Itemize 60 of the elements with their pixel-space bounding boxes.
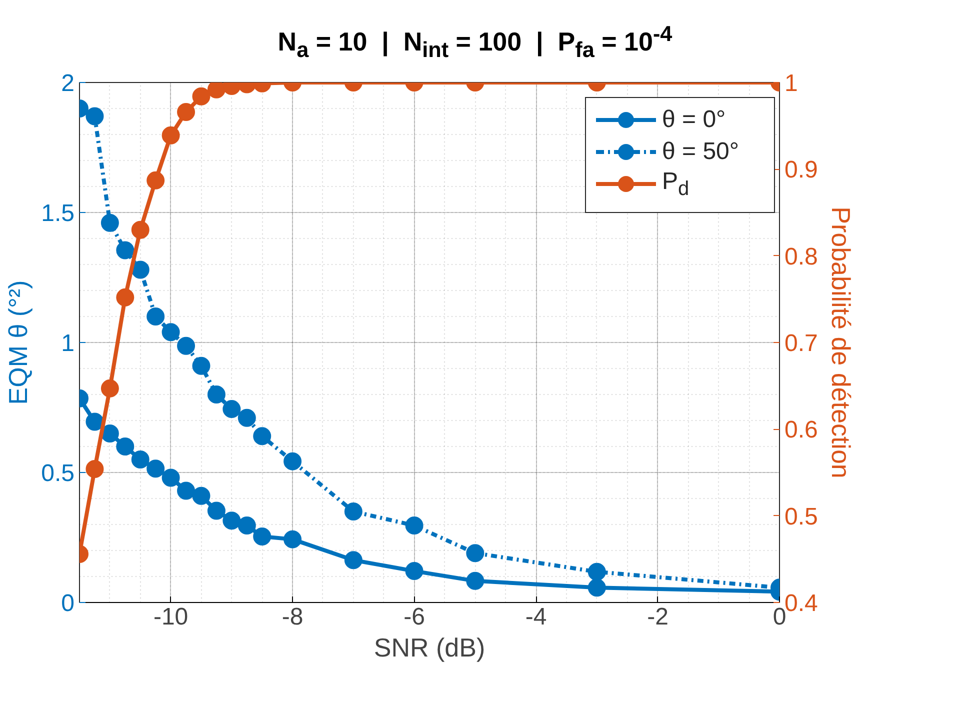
- x-tick-label: -6: [404, 604, 425, 630]
- y2-tick-label: 0.8: [784, 243, 818, 270]
- legend-label: θ = 50°: [662, 136, 739, 167]
- y2-tick-label: 1: [784, 70, 798, 97]
- y-tick-label: 1.5: [41, 200, 75, 227]
- point: [238, 516, 256, 535]
- point: [253, 427, 272, 446]
- point: [222, 400, 241, 418]
- y2-tick-label: 0.6: [784, 416, 818, 444]
- x-tick-label: 0: [772, 604, 786, 630]
- point: [146, 308, 165, 326]
- y2-tick-label: 0.5: [784, 503, 818, 530]
- point: [131, 260, 150, 279]
- point: [131, 450, 150, 468]
- point: [284, 452, 302, 470]
- point: [344, 551, 362, 570]
- point: [207, 502, 226, 520]
- point: [405, 516, 424, 535]
- point: [222, 512, 241, 530]
- point: [344, 502, 362, 520]
- y2-tick-label: 0.7: [784, 330, 818, 357]
- point: [192, 356, 210, 375]
- point: [405, 562, 424, 580]
- point: [284, 530, 302, 548]
- point: [466, 572, 484, 590]
- x-tick-label: -8: [282, 604, 304, 630]
- point: [177, 482, 196, 500]
- point: [253, 527, 272, 546]
- point: [177, 336, 196, 355]
- point: [192, 486, 210, 505]
- point: [466, 544, 484, 562]
- y-tick-label: 1: [61, 330, 75, 357]
- y-tick-label: 0.5: [41, 460, 75, 487]
- y2-tick-label: 0.9: [784, 156, 818, 184]
- y2-axis-title: Probabilité de détection: [826, 206, 856, 478]
- point: [207, 386, 226, 404]
- x-tick-label: -10: [153, 604, 188, 630]
- x-axis-title: SNR (dB): [374, 632, 486, 662]
- point: [146, 460, 165, 478]
- point: [100, 214, 119, 232]
- point: [162, 323, 180, 342]
- point: [86, 412, 104, 431]
- point: [100, 424, 119, 442]
- y-tick-label: 2: [61, 70, 75, 97]
- chart-title: N$_{a}$ = 10 | N$_{int}$ = 100 | P$_{fa}$ = 10$^{-4}$: [278, 20, 672, 64]
- point: [86, 107, 104, 126]
- point: [238, 408, 256, 427]
- point: [588, 578, 606, 597]
- point: [588, 562, 606, 581]
- point: [116, 438, 134, 456]
- point: [162, 468, 180, 487]
- legend-label: P$_{d}$: [662, 166, 690, 202]
- point: [116, 241, 134, 260]
- point: [100, 379, 119, 398]
- x-tick-label: -4: [525, 604, 547, 630]
- y2-tick-label: 0.4: [784, 590, 818, 617]
- point: [86, 460, 104, 478]
- x-tick-label: -2: [647, 604, 668, 630]
- y-axis-title: EQM θ (°²): [3, 280, 34, 405]
- legend-label: θ = 0°: [662, 104, 726, 135]
